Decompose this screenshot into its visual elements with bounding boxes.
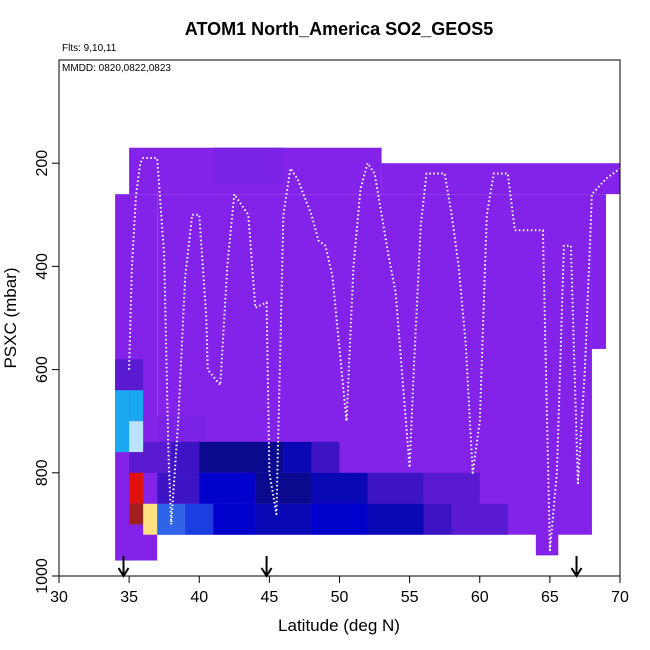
y-tick-label: 1000 [34, 558, 51, 594]
heatmap-cell [535, 498, 559, 556]
heatmap-cell [157, 472, 200, 504]
heatmap-cell [199, 472, 256, 504]
x-tick-label: 30 [50, 589, 68, 606]
y-tick-label: 400 [34, 253, 51, 280]
heatmap-cell [199, 441, 284, 473]
flight-markers [117, 556, 583, 578]
x-tick-label: 55 [401, 589, 419, 606]
y-tick-label: 600 [34, 356, 51, 383]
x-axis-label: Latitude (deg N) [278, 616, 400, 635]
heatmap-cell [255, 503, 312, 535]
heatmap-cell [255, 472, 312, 504]
x-tick-label: 40 [190, 589, 208, 606]
flights-annotation: Flts: 9,10,11 [62, 43, 117, 54]
x-tick-label: 50 [331, 589, 349, 606]
heatmap-cell [143, 503, 158, 535]
y-tick-label: 800 [34, 459, 51, 486]
heatmap-cell [311, 503, 368, 535]
x-tick-label: 45 [260, 589, 278, 606]
heatmap-cell [451, 503, 508, 535]
heatmap-cell [423, 472, 480, 504]
x-axis: 30 35 40 45 50 55 60 65 70 [50, 575, 629, 606]
chart-title: ATOM1 North_America SO2_GEOS5 [185, 19, 493, 39]
flight-track [128, 157, 621, 552]
heatmap-cell [213, 503, 256, 535]
heatmap-cell [591, 194, 606, 349]
heatmap-cell [423, 503, 452, 535]
plot-area [58, 59, 621, 578]
flight-track-line [128, 157, 621, 552]
x-tick-label: 65 [541, 589, 559, 606]
heatmap-cell [129, 390, 144, 422]
x-tick-label: 70 [611, 589, 629, 606]
y-axis-label: PSXC (mbar) [1, 267, 20, 368]
x-tick-label: 60 [471, 589, 489, 606]
heatmap-cell [311, 441, 340, 473]
heatmap-cells [115, 147, 620, 561]
heatmap-cell [381, 163, 620, 195]
heatmap-cell [115, 359, 144, 391]
heatmap-cell [143, 441, 172, 473]
x-tick-label: 35 [120, 589, 138, 606]
heatmap-cell [157, 416, 207, 442]
heatmap-cell [129, 503, 144, 525]
heatmap-cell [311, 472, 368, 504]
heatmap-cell [129, 421, 144, 453]
date-annotation: MMDD: 0820,0822,0823 [62, 63, 171, 74]
heatmap-cell [115, 390, 130, 453]
heatmap-cell [367, 503, 424, 535]
heatmap-cell [283, 441, 312, 473]
heatmap-cell [185, 503, 214, 535]
heatmap-cell [129, 452, 144, 473]
heatmap-cell [129, 472, 144, 504]
y-tick-label: 200 [34, 150, 51, 177]
y-axis: 200 400 600 800 1000 [34, 150, 60, 594]
heatmap-cell [213, 147, 284, 184]
heatmap-cell [563, 488, 578, 525]
heatmap-cell [367, 472, 424, 504]
